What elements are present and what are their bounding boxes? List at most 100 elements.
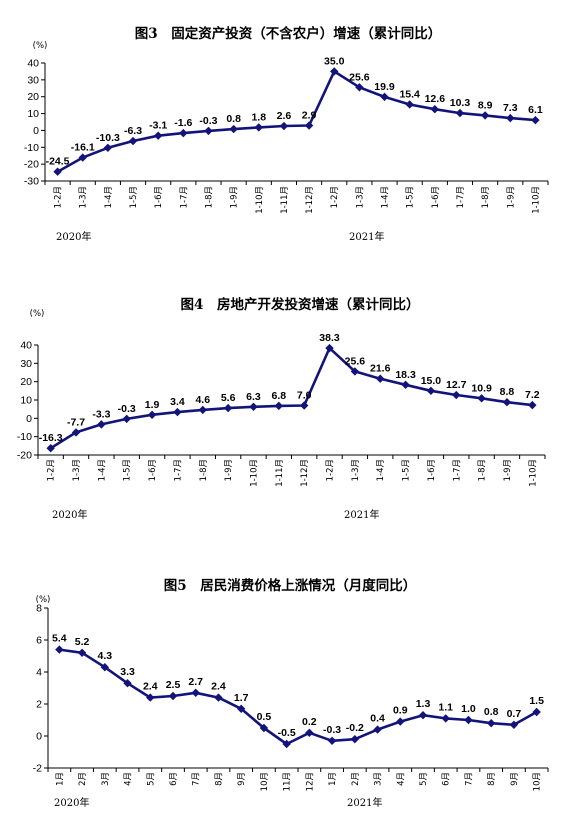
- data-point: [214, 693, 223, 702]
- data-point: [46, 444, 55, 453]
- data-label: 0.8: [226, 113, 241, 125]
- data-point: [528, 400, 537, 410]
- data-point: [97, 420, 106, 429]
- x-tick-label: 1-6月: [431, 186, 441, 208]
- y-tick-label: 10: [20, 395, 32, 407]
- data-point: [373, 725, 382, 734]
- data-label: 0.2: [302, 716, 317, 728]
- x-tick-label: 5月: [146, 772, 156, 786]
- x-tick-label: 3月: [374, 772, 384, 786]
- x-tick-label: 1-7月: [456, 186, 466, 208]
- y-tick-label: -10: [24, 142, 39, 154]
- data-label: 15.0: [421, 375, 442, 387]
- data-point: [452, 390, 461, 400]
- x-tick-label: 1-9月: [506, 186, 516, 208]
- data-point: [179, 128, 188, 138]
- data-point: [430, 104, 440, 114]
- data-label: 12.7: [446, 379, 467, 391]
- data-label: 1.7: [234, 692, 249, 704]
- data-point: [380, 92, 389, 102]
- y-tick-label: 8: [36, 603, 42, 615]
- data-point: [229, 124, 238, 134]
- data-point: [486, 719, 496, 728]
- x-tick-label: 8月: [487, 772, 497, 786]
- data-point: [198, 405, 207, 415]
- data-point: [173, 407, 182, 417]
- data-label: 7.0: [297, 390, 312, 402]
- x-tick-label: 1-10月: [255, 186, 265, 214]
- y-tick-label: 40: [20, 340, 32, 352]
- data-point: [71, 428, 81, 437]
- x-tick-label: 1-5月: [402, 459, 412, 481]
- x-tick-label: 1-2月: [326, 459, 336, 481]
- x-tick-label: 1-11月: [280, 186, 290, 214]
- data-label: 0.9: [393, 705, 408, 717]
- data-point: [376, 374, 385, 383]
- data-point: [330, 67, 339, 76]
- data-label: 15.4: [399, 88, 420, 100]
- x-tick-label: 1-6月: [148, 459, 158, 481]
- x-tick-label: 1-2月: [54, 186, 64, 208]
- x-tick-label: 1-3月: [355, 186, 365, 208]
- data-point: [441, 714, 450, 723]
- data-point: [168, 691, 178, 701]
- data-label: 3.3: [120, 666, 135, 678]
- data-point: [426, 386, 436, 396]
- x-tick-label: 8月: [214, 772, 224, 786]
- data-label: 21.6: [370, 363, 391, 375]
- data-label: -0.3: [118, 403, 136, 415]
- data-label: -0.5: [278, 727, 296, 739]
- year-label: 2020年: [56, 230, 91, 243]
- x-tick-label: 6月: [169, 772, 179, 786]
- data-label: 6.1: [528, 104, 543, 116]
- data-label: 2.9: [302, 110, 317, 122]
- x-tick-label: 1-5月: [123, 459, 133, 481]
- data-label: 25.6: [349, 71, 370, 83]
- x-tick-label: 1月: [55, 772, 65, 786]
- data-label: 4.6: [195, 394, 210, 406]
- x-tick-label: 11月: [283, 772, 293, 791]
- year-label: 2021年: [349, 230, 384, 243]
- data-label: 1.1: [438, 701, 453, 713]
- data-label: -3.1: [149, 120, 167, 132]
- y-tick-label: -20: [24, 159, 39, 171]
- data-label: 1.5: [529, 695, 544, 707]
- y-tick-label: -2: [33, 763, 42, 775]
- x-tick-label: 1-10月: [528, 459, 538, 487]
- data-point: [477, 394, 486, 403]
- data-label: 2.7: [188, 676, 203, 688]
- y-tick-label: 4: [36, 667, 42, 679]
- data-point: [350, 367, 360, 376]
- chart-title: 图4 房地产开发投资增速（累计同比）: [181, 296, 420, 313]
- data-point: [279, 121, 289, 131]
- data-label: -0.3: [323, 724, 341, 736]
- x-tick-label: 9月: [237, 772, 247, 786]
- data-point: [502, 398, 512, 407]
- data-point: [153, 131, 163, 140]
- y-tick-label: 0: [26, 413, 32, 425]
- x-tick-label: 4月: [396, 772, 406, 786]
- data-point: [304, 121, 314, 130]
- x-tick-label: 1-11月: [275, 459, 285, 487]
- x-tick-label: 10月: [533, 772, 543, 791]
- data-label: 2.6: [277, 110, 292, 122]
- data-label: 6.3: [246, 391, 261, 403]
- y-tick-label: 30: [27, 74, 39, 86]
- data-label: 0.4: [370, 713, 385, 725]
- data-label: -0.2: [346, 722, 364, 734]
- data-point: [455, 108, 465, 118]
- data-point: [282, 739, 291, 749]
- data-point: [464, 715, 473, 725]
- y-tick-label: -30: [24, 176, 39, 188]
- x-tick-label: 6月: [442, 772, 452, 786]
- chart-fixed-asset-investment: 图3 固定资产投资（不含农户）增速（累计同比） (%) 40 30 20 10 0 -10 -2…: [24, 25, 549, 243]
- data-label: 1.9: [145, 399, 160, 411]
- x-tick-label: 1-12月: [300, 459, 310, 487]
- data-point: [405, 100, 414, 109]
- data-label: 0.5: [257, 711, 272, 723]
- x-tick-label: 1-4月: [376, 459, 386, 481]
- data-label: 19.9: [374, 81, 395, 93]
- y-tick-label: 0: [36, 731, 42, 743]
- x-tick-label: 1-2月: [330, 186, 340, 208]
- x-tick-label: 1-6月: [427, 459, 437, 481]
